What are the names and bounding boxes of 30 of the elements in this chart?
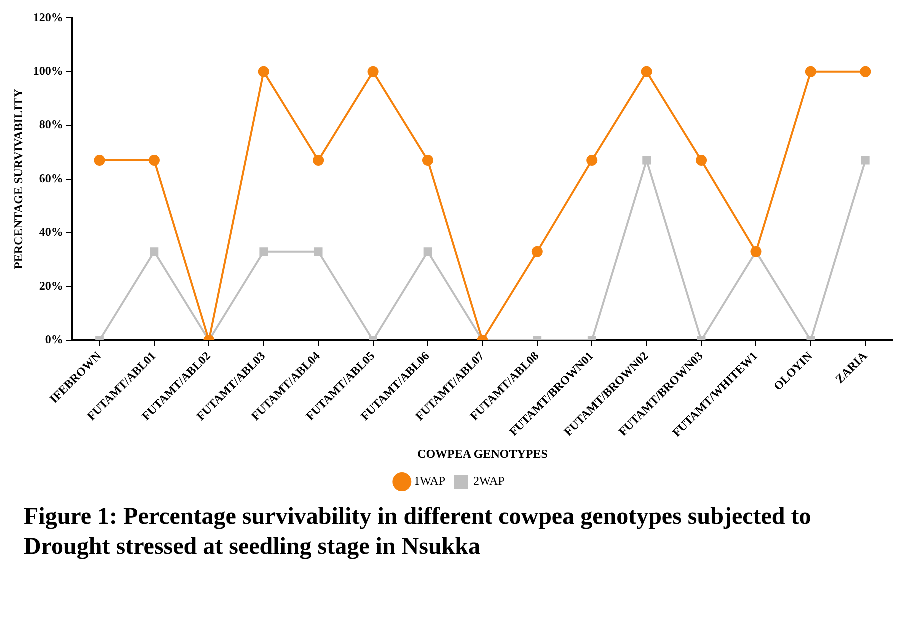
point <box>422 155 434 166</box>
point <box>368 66 379 78</box>
point <box>258 66 270 78</box>
point <box>532 246 543 258</box>
point <box>148 155 160 166</box>
y-tick-label: 60% <box>39 171 64 186</box>
point <box>150 248 159 256</box>
point <box>641 66 652 78</box>
y-tick-label: 0% <box>45 332 64 347</box>
point <box>314 248 323 256</box>
point <box>424 248 432 256</box>
y-tick-label: 40% <box>39 225 64 240</box>
point <box>860 66 872 78</box>
y-tick-label: 100% <box>33 64 64 78</box>
legend-label: 2WAP <box>474 474 506 488</box>
point <box>313 155 324 166</box>
text: Figure 1: Percentage survivability in different cowpea genotypes subjected to Drought stressed at seedling stage in Nsukka <box>23 503 812 562</box>
point <box>642 156 651 165</box>
x-axis-title: COWPEA GENOTYPES <box>418 446 548 461</box>
point <box>260 248 268 256</box>
point <box>696 155 708 166</box>
point <box>94 155 106 166</box>
y-axis-title: PERCENTAGE SURVIVABILITY <box>11 88 26 270</box>
point <box>586 155 598 166</box>
y-tick-label: 20% <box>39 278 64 293</box>
point <box>805 66 816 78</box>
y-tick-label: 120% <box>33 10 64 24</box>
y-tick-label: 80% <box>39 118 64 132</box>
point <box>861 156 870 165</box>
legend-label: 1WAP <box>414 474 446 488</box>
